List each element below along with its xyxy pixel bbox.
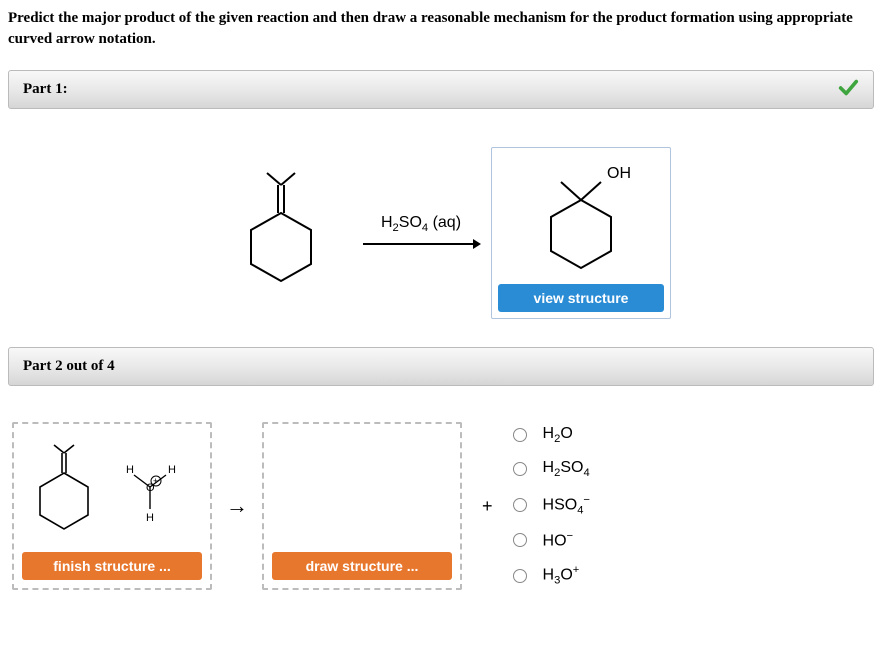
- oh-label: OH: [607, 165, 631, 182]
- part2-header: Part 2 out of 4: [8, 347, 874, 386]
- option-h2so4[interactable]: H2SO4: [513, 459, 590, 479]
- draw-structure-button[interactable]: draw structure ...: [272, 552, 452, 580]
- radio-icon: [513, 569, 527, 583]
- svg-text:H: H: [146, 512, 154, 524]
- option-h3o[interactable]: H3O+: [513, 564, 590, 587]
- option-label: H2SO4: [543, 459, 590, 479]
- option-label: HO−: [543, 530, 574, 550]
- starting-material-structure: [211, 163, 351, 303]
- option-label: H3O+: [543, 564, 580, 587]
- option-h2o[interactable]: H2O: [513, 425, 590, 445]
- svg-text:+: +: [153, 476, 158, 486]
- reaction-arrow: H2SO4 (aq): [361, 214, 481, 252]
- byproduct-options: H2O H2SO4 HSO4− HO− H3O+: [513, 425, 590, 587]
- radio-icon: [513, 533, 527, 547]
- question-prompt: Predict the major product of the given r…: [8, 8, 874, 50]
- option-hso4[interactable]: HSO4−: [513, 494, 590, 517]
- part1-title: Part 1:: [23, 81, 68, 97]
- checkmark-icon: [837, 77, 859, 105]
- reactant-draw-box[interactable]: H H H O + finish structure ...: [12, 422, 212, 590]
- plus-icon: +: [476, 496, 499, 517]
- view-structure-button[interactable]: view structure: [498, 284, 664, 312]
- reagent-label: H2SO4 (aq): [381, 214, 461, 234]
- option-ho[interactable]: HO−: [513, 530, 590, 550]
- radio-icon: [513, 462, 527, 476]
- part2-row: H H H O + finish structure ... → draw st…: [8, 404, 874, 608]
- radio-icon: [513, 428, 527, 442]
- part1-header: Part 1:: [8, 70, 874, 109]
- product-draw-box[interactable]: draw structure ...: [262, 422, 462, 590]
- radio-icon: [513, 498, 527, 512]
- step-arrow-icon: →: [226, 493, 248, 519]
- svg-text:H: H: [126, 464, 134, 476]
- product-structure: OH: [501, 154, 661, 284]
- reaction-row: H2SO4 (aq) OH view structure: [8, 127, 874, 347]
- product-sketch-empty: [272, 432, 452, 552]
- product-box: OH view structure: [491, 147, 671, 319]
- option-label: HSO4−: [543, 494, 590, 517]
- svg-text:H: H: [168, 464, 176, 476]
- part2-title: Part 2 out of 4: [23, 358, 115, 374]
- option-label: H2O: [543, 425, 573, 445]
- reactant-sketch: H H H O +: [22, 432, 202, 552]
- finish-structure-button[interactable]: finish structure ...: [22, 552, 202, 580]
